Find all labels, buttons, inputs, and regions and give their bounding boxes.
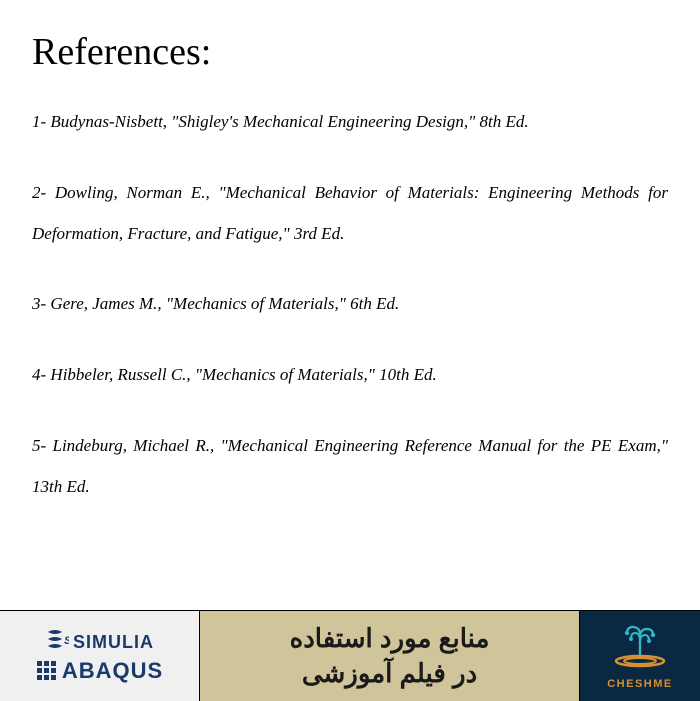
reference-item: 5- Lindeburg, Michael R., "Mechanical En… bbox=[32, 426, 668, 508]
reference-item: 2- Dowling, Norman E., "Mechanical Behav… bbox=[32, 173, 668, 255]
references-heading: References: bbox=[32, 30, 668, 74]
abaqus-row: ABAQUS bbox=[36, 658, 163, 684]
simulia-label: SIMULIA bbox=[73, 632, 154, 653]
footer-title-persian: منابع مورد استفاده در فیلم آموزشی bbox=[200, 611, 580, 701]
footer-bar: S SIMULIA ABAQUS bbox=[0, 610, 700, 700]
ds-logo-icon: S bbox=[45, 628, 69, 656]
reference-item: 3- Gere, James M., "Mechanics of Materia… bbox=[32, 284, 668, 325]
simulia-row: S SIMULIA bbox=[45, 628, 154, 656]
cheshme-logo: CHESHME bbox=[580, 611, 700, 701]
cheshme-label: CHESHME bbox=[607, 678, 673, 690]
simulia-abaqus-logo: S SIMULIA ABAQUS bbox=[0, 611, 200, 701]
persian-line-2: در فیلم آموزشی bbox=[302, 656, 477, 691]
reference-item: 4- Hibbeler, Russell C., "Mechanics of M… bbox=[32, 355, 668, 396]
references-section: References: 1- Budynas-Nisbett, "Shigley… bbox=[0, 0, 700, 508]
persian-line-1: منابع مورد استفاده bbox=[290, 621, 490, 656]
fountain-icon bbox=[611, 623, 669, 676]
abaqus-icon bbox=[36, 660, 58, 682]
svg-text:S: S bbox=[64, 635, 69, 647]
reference-item: 1- Budynas-Nisbett, "Shigley's Mechanica… bbox=[32, 102, 668, 143]
abaqus-label: ABAQUS bbox=[62, 658, 163, 684]
